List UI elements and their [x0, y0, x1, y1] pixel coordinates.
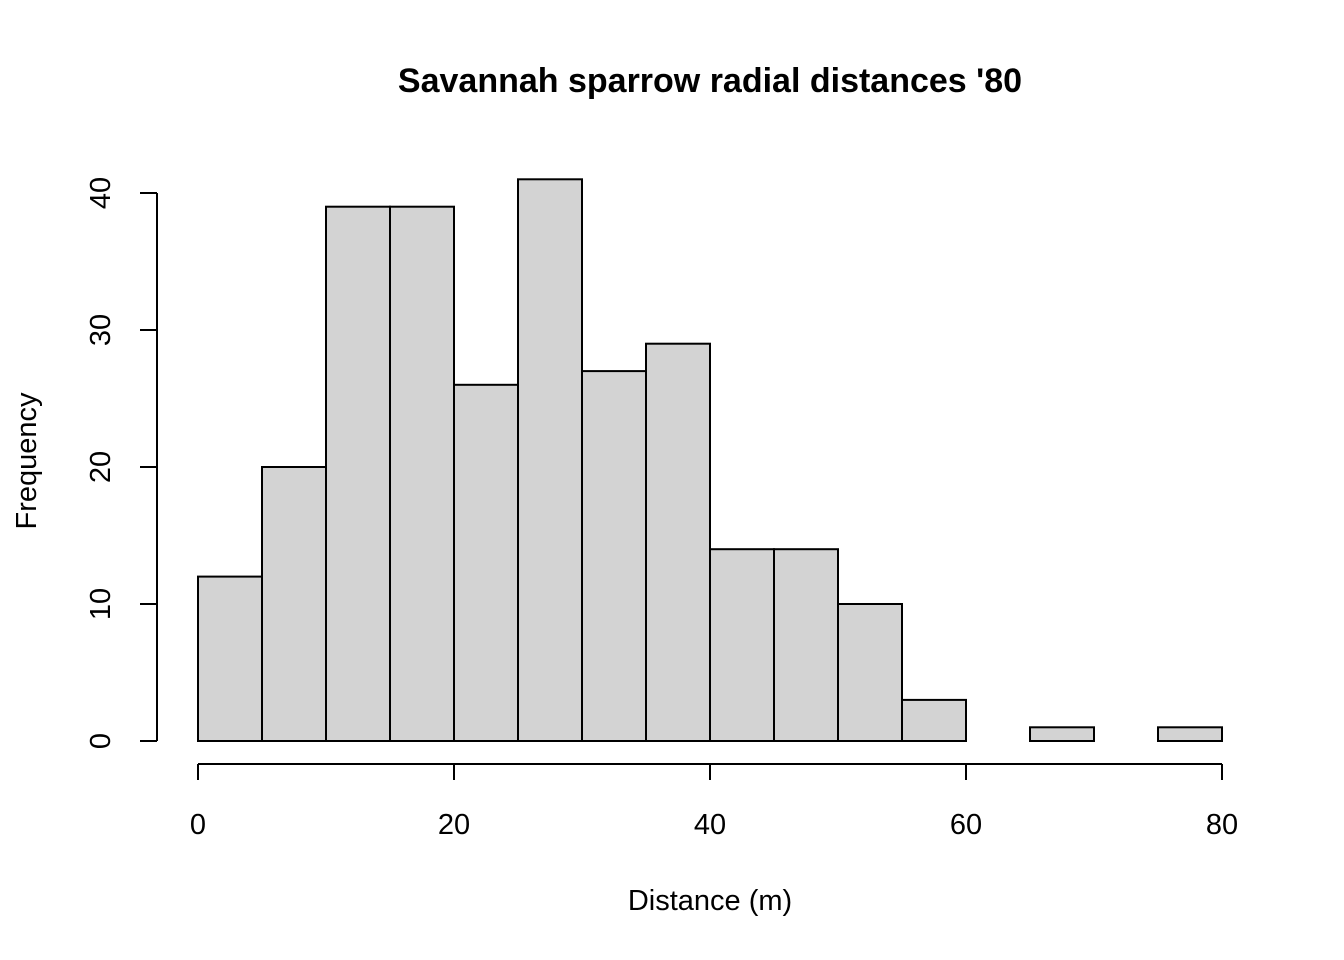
histogram-bar: [1029, 726, 1095, 742]
x-axis: 0 20 40 60 80: [190, 763, 1238, 841]
x-tick-label: 20: [438, 809, 470, 841]
y-axis: 0 10 20 30 40: [85, 177, 158, 749]
histogram-bar: [453, 383, 519, 742]
x-tick-label: 60: [950, 809, 982, 841]
x-tick-label: 40: [694, 809, 726, 841]
y-tick-label: 20: [85, 451, 117, 483]
histogram-bar: [645, 342, 711, 742]
bars-group: [197, 178, 1223, 743]
x-tick-label: 0: [190, 809, 206, 841]
y-axis-label: Frequency: [11, 392, 43, 530]
y-tick-label: 30: [85, 314, 117, 346]
y-tick-label: 0: [85, 733, 117, 749]
histogram-bar: [901, 698, 967, 743]
histogram-bar: [261, 466, 327, 742]
histogram-bar: [581, 370, 647, 742]
histogram-bar: [325, 205, 391, 742]
histogram-bar: [197, 575, 263, 742]
histogram-bar: [709, 548, 775, 743]
chart-title: Savannah sparrow radial distances '80: [398, 62, 1022, 100]
histogram-bar: [1157, 726, 1223, 742]
y-tick-label: 40: [85, 177, 117, 209]
histogram-bar: [517, 178, 583, 743]
histogram-bar: [773, 548, 839, 743]
histogram-bar: [837, 603, 903, 742]
y-tick-label: 10: [85, 588, 117, 620]
histogram-bar: [389, 205, 455, 742]
x-axis-label: Distance (m): [628, 885, 792, 917]
x-tick-label: 80: [1206, 809, 1238, 841]
